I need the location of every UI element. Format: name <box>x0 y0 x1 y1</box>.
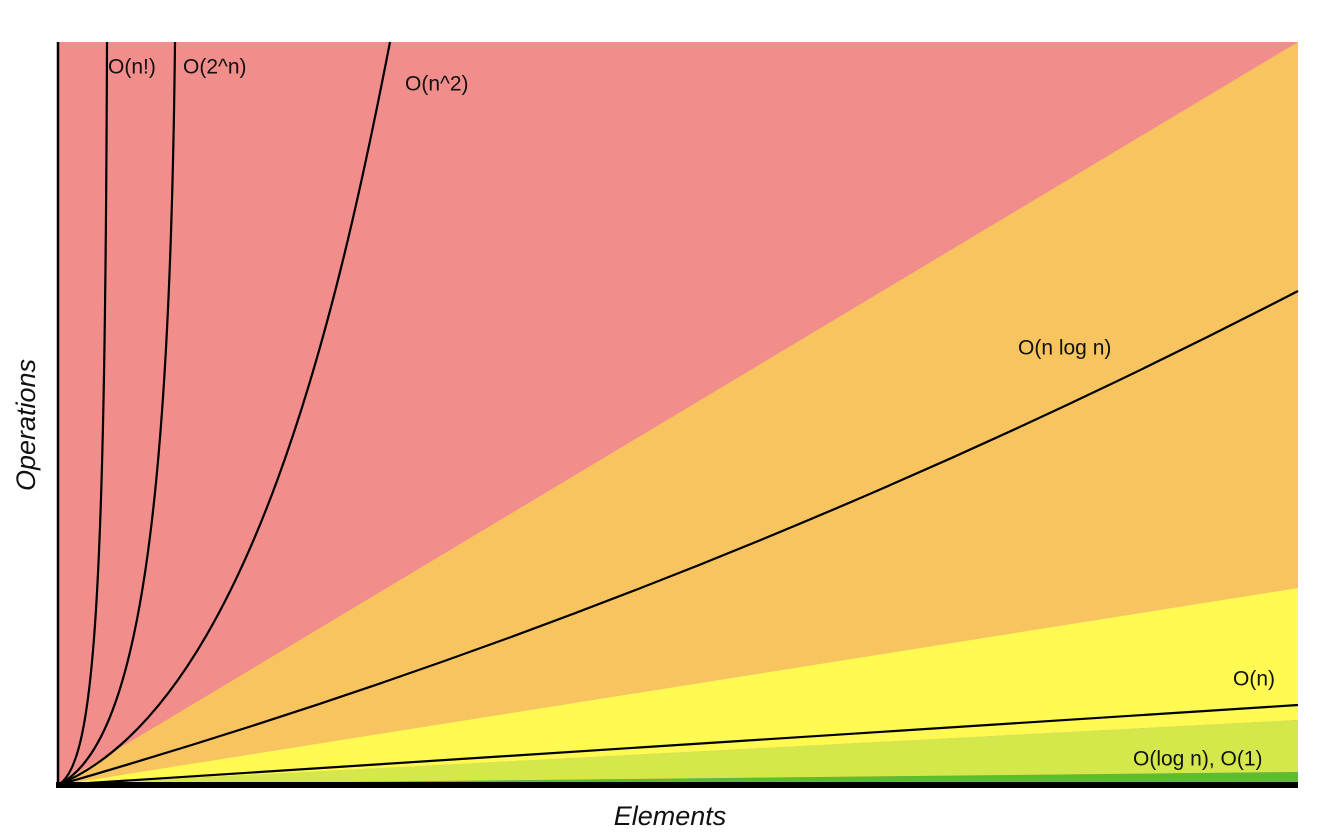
nlogn-curve <box>57 290 1299 787</box>
curve-label: O(n!) <box>108 56 156 79</box>
good-region <box>58 720 1298 785</box>
curve-label: O(log n), O(1) <box>1133 748 1263 771</box>
excellent-region <box>58 772 1298 785</box>
fair-region <box>58 588 1298 785</box>
bad-region <box>58 42 1298 785</box>
x-axis-label: Elements <box>614 801 727 831</box>
curve-label: O(2^n) <box>183 56 247 79</box>
factorial-curve <box>57 41 109 786</box>
linear-curve <box>57 703 1299 787</box>
y-axis-label: Operations <box>11 359 41 491</box>
curve-label: O(n) <box>1233 668 1275 691</box>
curve-label: O(n log n) <box>1018 337 1111 360</box>
exponential-curve <box>57 41 177 786</box>
curve-label: O(n^2) <box>405 73 469 96</box>
quadratic-curve <box>57 41 392 787</box>
